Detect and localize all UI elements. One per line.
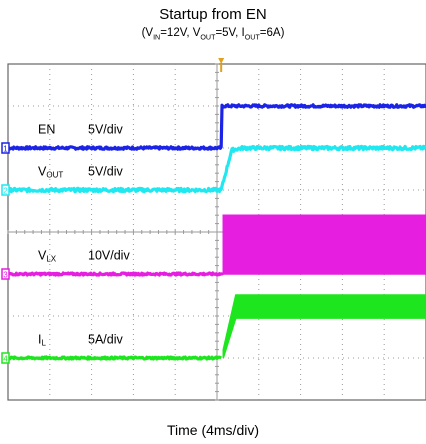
subtitle-subscript: OUT — [244, 33, 260, 42]
channel-name-subscript: L — [41, 338, 46, 347]
channel-marker-ch3 — [1, 268, 10, 280]
channel-scale-label: 5V/div — [88, 122, 123, 136]
trace-ch4 — [7, 355, 223, 361]
channel-name-subscript: LX — [46, 254, 56, 263]
subtitle-subscript: IN — [153, 33, 161, 42]
channel-scale-label: 5V/div — [88, 164, 123, 178]
channel-marker-label: 4 — [3, 355, 8, 364]
chart-title: Startup from EN — [159, 6, 267, 23]
subtitle-text: =6A) — [259, 27, 285, 39]
channel-marker-ch4 — [1, 352, 10, 364]
channel-marker-ch2 — [1, 184, 10, 196]
chart-subtitle: (VIN=12V, VOUT=5V, IOUT=6A) — [0, 26, 426, 44]
channel-name-label: EN — [38, 122, 55, 136]
channel-marker-ch1 — [1, 142, 10, 154]
trace-ch1 — [7, 103, 426, 151]
channel-name-subscript: OUT — [46, 170, 63, 179]
trace-ch2 — [7, 144, 426, 194]
subtitle-text: (V — [141, 27, 154, 39]
channel-scale-label: 10V/div — [88, 248, 130, 262]
subtitle-text: =12V, V — [160, 27, 201, 39]
subtitle-subscript: OUT — [200, 33, 216, 42]
switching-band-ch3 — [222, 214, 426, 275]
x-axis-label: Time (4ms/div) — [166, 422, 260, 438]
subtitle-text: =5V, I — [215, 27, 245, 39]
channel-marker-label: 3 — [3, 271, 8, 280]
trace-ch3 — [7, 271, 224, 277]
channel-marker-label: 1 — [3, 145, 8, 154]
channel-marker-label: 2 — [3, 187, 8, 196]
channel-name-label: IL — [38, 332, 46, 347]
channel-scale-label: 5A/div — [88, 332, 123, 346]
switching-band-ch4 — [222, 294, 426, 359]
trigger-marker — [218, 58, 225, 64]
